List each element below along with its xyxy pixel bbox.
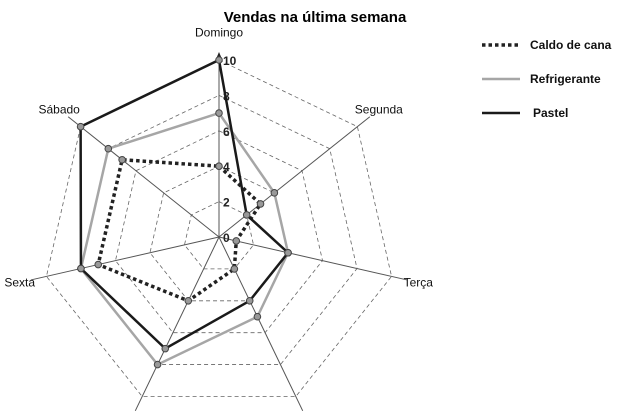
data-point (256, 200, 265, 208)
axis-label-terça: Terça (404, 275, 434, 289)
axis-line (218, 116, 371, 238)
grid-ring (115, 130, 323, 334)
data-point (94, 260, 103, 269)
data-point (232, 237, 241, 245)
tick-label: 4 (223, 160, 230, 174)
data-point (76, 122, 85, 131)
series-line-pastel (79, 58, 290, 351)
series-line-refrigerante (79, 111, 290, 367)
data-point (215, 56, 223, 64)
data-point (230, 265, 239, 273)
data-point (253, 312, 262, 321)
axis-line (134, 236, 220, 412)
legend-label: Pastel (533, 106, 568, 120)
data-point (215, 162, 223, 170)
grid-ring (184, 201, 254, 270)
axis-line (218, 236, 304, 412)
axis-label-domingo: Domingo (195, 26, 243, 40)
data-point (215, 109, 223, 117)
legend-label: Refrigerante (530, 72, 601, 86)
data-point (184, 296, 193, 305)
axis-label-sábado: Sábado (38, 103, 80, 117)
data-point (270, 189, 279, 197)
tick-label: 10 (223, 54, 237, 68)
axis-line (30, 236, 220, 281)
data-point (284, 248, 292, 257)
data-point (153, 360, 162, 369)
axis-line (218, 236, 408, 281)
tick-label: 0 (223, 231, 230, 245)
legend-label: Caldo de cana (530, 38, 612, 52)
chart-title: Vendas na última semana (224, 9, 407, 26)
data-point (118, 155, 126, 164)
axis-label-sexta: Sexta (4, 275, 35, 289)
data-point (245, 296, 254, 305)
data-point (161, 344, 170, 353)
tick-label: 6 (223, 125, 230, 139)
data-point (77, 264, 85, 273)
series-line-caldo-de-cana (96, 157, 263, 303)
data-point (104, 144, 113, 153)
axis-line (67, 116, 220, 238)
tick-label: 2 (223, 196, 230, 210)
axis-label-segunda: Segunda (355, 103, 403, 117)
data-point (242, 211, 251, 219)
